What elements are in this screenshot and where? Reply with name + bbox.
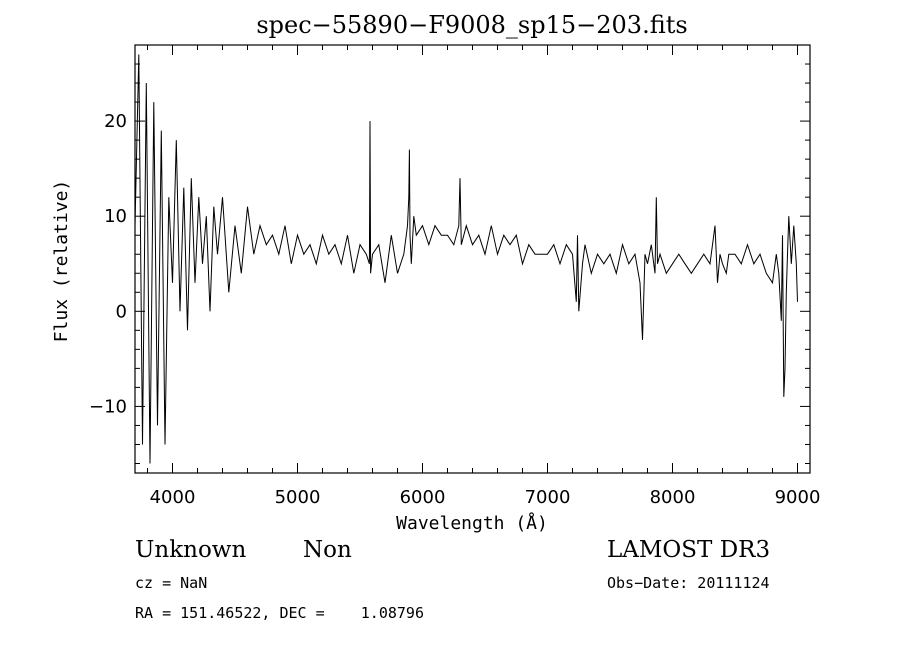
x-axis: 4000 5000 6000 7000 8000 9000	[147, 45, 821, 508]
plot-frame	[134, 44, 811, 474]
redshift-cz: cz = NaN	[135, 574, 208, 592]
y-axis: −10 0 10 20	[89, 44, 810, 464]
y-tick-label: −10	[89, 396, 127, 417]
ra-dec-coordinates: RA = 151.46522, DEC = 1.08796	[135, 604, 424, 622]
y-tick-label: 10	[104, 206, 127, 227]
x-tick-label: 6000	[400, 487, 446, 508]
x-tick-label: 5000	[275, 487, 321, 508]
x-tick-label: 4000	[150, 487, 196, 508]
x-tick-label: 7000	[525, 487, 571, 508]
x-tick-label: 8000	[650, 487, 696, 508]
y-tick-label: 0	[116, 301, 127, 322]
spectrum-series	[134, 54, 798, 464]
chart-title: spec−55890−F9008_sp15−203.fits	[256, 11, 687, 39]
x-axis-label: Wavelength (Å)	[396, 512, 548, 534]
survey-label: LAMOST DR3	[607, 537, 771, 563]
obs-date: Obs−Date: 20111124	[607, 574, 770, 592]
x-tick-label: 9000	[775, 487, 821, 508]
series-line-flux	[134, 54, 798, 464]
plot-border	[134, 44, 811, 474]
object-subclass: Non	[303, 537, 352, 563]
spectrum-chart: spec−55890−F9008_sp15−203.fits 4000 5000 6…	[51, 11, 821, 534]
object-class: Unknown	[135, 537, 247, 563]
y-axis-label: Flux (relative)	[51, 180, 72, 343]
y-tick-label: 20	[104, 111, 127, 132]
